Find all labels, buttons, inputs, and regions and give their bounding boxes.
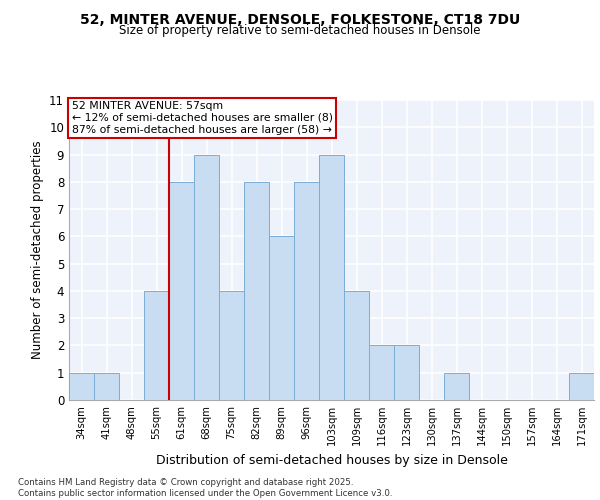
X-axis label: Distribution of semi-detached houses by size in Densole: Distribution of semi-detached houses by … bbox=[155, 454, 508, 466]
Text: 52, MINTER AVENUE, DENSOLE, FOLKESTONE, CT18 7DU: 52, MINTER AVENUE, DENSOLE, FOLKESTONE, … bbox=[80, 12, 520, 26]
Text: Contains HM Land Registry data © Crown copyright and database right 2025.
Contai: Contains HM Land Registry data © Crown c… bbox=[18, 478, 392, 498]
Bar bbox=[369, 346, 394, 400]
Bar bbox=[144, 291, 169, 400]
Bar bbox=[444, 372, 469, 400]
Bar bbox=[294, 182, 319, 400]
Bar bbox=[169, 182, 194, 400]
Bar bbox=[244, 182, 269, 400]
Y-axis label: Number of semi-detached properties: Number of semi-detached properties bbox=[31, 140, 44, 360]
Text: 52 MINTER AVENUE: 57sqm
← 12% of semi-detached houses are smaller (8)
87% of sem: 52 MINTER AVENUE: 57sqm ← 12% of semi-de… bbox=[71, 102, 332, 134]
Bar bbox=[194, 154, 219, 400]
Bar bbox=[219, 291, 244, 400]
Bar bbox=[69, 372, 94, 400]
Bar bbox=[269, 236, 294, 400]
Bar bbox=[569, 372, 594, 400]
Bar bbox=[394, 346, 419, 400]
Bar bbox=[94, 372, 119, 400]
Text: Size of property relative to semi-detached houses in Densole: Size of property relative to semi-detach… bbox=[119, 24, 481, 37]
Bar bbox=[319, 154, 344, 400]
Bar bbox=[344, 291, 369, 400]
